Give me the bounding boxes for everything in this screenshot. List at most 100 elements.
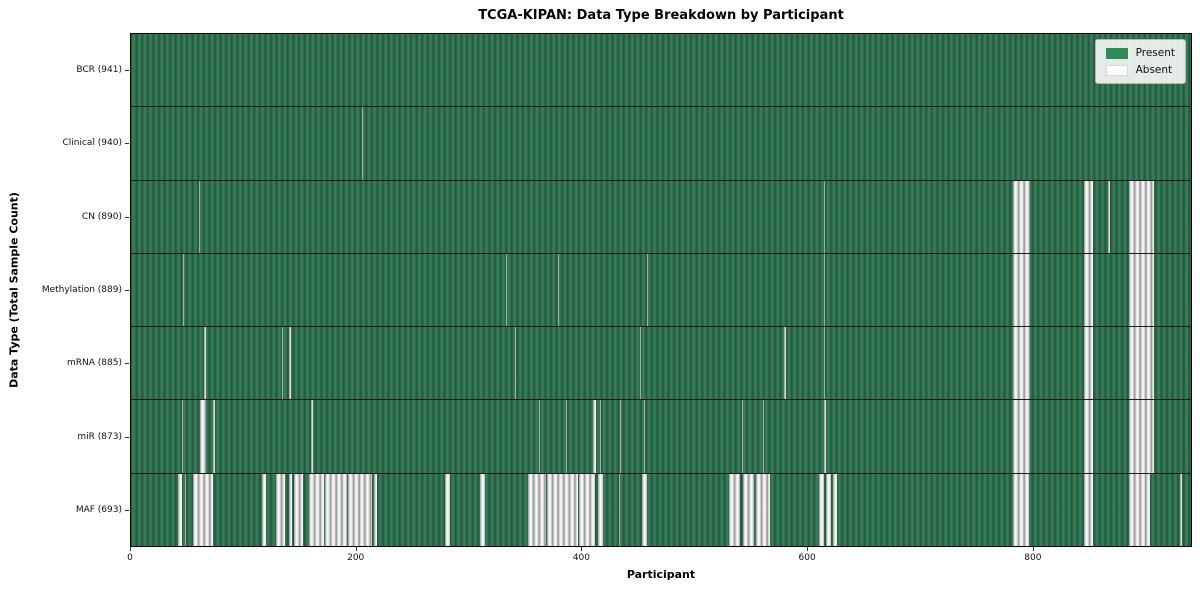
present-swatch-icon bbox=[1105, 47, 1128, 59]
x-tick-mark bbox=[807, 547, 809, 551]
absent-segment bbox=[1083, 253, 1093, 327]
y-tick-label-bcr: BCR (941) bbox=[76, 64, 122, 75]
absent-segment bbox=[819, 473, 824, 546]
x-tick-mark bbox=[355, 547, 357, 551]
absent-segment bbox=[823, 327, 826, 400]
absent-segment bbox=[640, 327, 642, 400]
absent-segment bbox=[445, 473, 450, 546]
absent-segment bbox=[1129, 253, 1154, 327]
x-tick-label-200: 200 bbox=[347, 553, 365, 563]
absent-segment bbox=[823, 400, 827, 473]
legend-item-present: Present bbox=[1105, 47, 1175, 59]
absent-segment bbox=[741, 400, 743, 473]
y-tick-label-methylation: Methylation (889) bbox=[41, 285, 122, 295]
absent-segment bbox=[185, 473, 187, 546]
x-tick-label-0: 0 bbox=[127, 553, 133, 563]
absent-segment bbox=[1013, 180, 1030, 253]
y-tick-mark bbox=[125, 363, 129, 365]
x-axis-label: Participant bbox=[626, 568, 696, 581]
absent-segment bbox=[182, 253, 185, 327]
x-tick-mark bbox=[130, 547, 131, 551]
y-tick-mark bbox=[125, 510, 129, 512]
x-tick-label-400: 400 bbox=[572, 553, 591, 563]
absent-segment bbox=[1013, 473, 1029, 546]
absent-segment bbox=[784, 327, 786, 400]
absent-segment bbox=[192, 473, 214, 546]
absent-segment bbox=[823, 253, 826, 327]
absent-segment bbox=[832, 473, 838, 546]
absent-segment bbox=[742, 473, 754, 546]
absent-segment bbox=[198, 180, 200, 253]
absent-segment bbox=[826, 473, 831, 546]
x-tick-label-600: 600 bbox=[798, 553, 816, 563]
legend-item-absent: Absent bbox=[1105, 64, 1175, 76]
heatmap-row-methylation bbox=[131, 253, 1191, 328]
absent-segment bbox=[181, 400, 183, 473]
absent-segment bbox=[204, 327, 206, 400]
absent-segment bbox=[1083, 327, 1093, 400]
absent-segment bbox=[592, 400, 597, 473]
absent-segment bbox=[599, 400, 601, 473]
heatmap-row-mir bbox=[131, 400, 1191, 474]
y-tick-mark bbox=[125, 436, 129, 438]
absent-segment bbox=[324, 473, 348, 546]
absent-segment bbox=[1179, 473, 1182, 546]
absent-segment bbox=[261, 473, 267, 546]
y-tick-label-cn: CN (890) bbox=[81, 211, 122, 222]
absent-segment bbox=[1129, 327, 1154, 400]
absent-segment bbox=[213, 400, 215, 473]
y-tick-label-maf: MAF (693) bbox=[75, 505, 122, 516]
absent-segment bbox=[565, 400, 568, 473]
absent-segment bbox=[311, 400, 313, 473]
absent-segment bbox=[1083, 180, 1093, 253]
legend-label-absent: Absent bbox=[1135, 64, 1173, 76]
absent-segment bbox=[294, 473, 304, 546]
legend-label-present: Present bbox=[1135, 47, 1175, 59]
y-tick-mark bbox=[125, 143, 129, 145]
absent-segment bbox=[538, 400, 541, 473]
absent-segment bbox=[642, 473, 647, 546]
absent-segment bbox=[619, 400, 622, 473]
heatmap-row-cn bbox=[131, 180, 1191, 254]
absent-segment bbox=[557, 253, 560, 327]
absent-segment bbox=[1129, 400, 1154, 473]
absent-segment bbox=[729, 473, 741, 546]
y-tick-label-mrna: mRNA (885) bbox=[67, 358, 122, 369]
absent-segment bbox=[1013, 253, 1030, 327]
heatmap-row-clinical bbox=[131, 107, 1191, 181]
absent-segment bbox=[281, 327, 284, 400]
absent-segment bbox=[1083, 400, 1093, 473]
y-tick-mark bbox=[125, 290, 129, 291]
absent-segment bbox=[756, 473, 770, 546]
absent-segment bbox=[546, 473, 579, 546]
absent-segment bbox=[618, 473, 621, 546]
absent-segment bbox=[288, 327, 291, 400]
absent-segment bbox=[374, 473, 377, 546]
absent-segment bbox=[527, 473, 546, 546]
y-tick-label-mir: miR (873) bbox=[77, 431, 122, 442]
absent-swatch-icon bbox=[1105, 64, 1128, 76]
x-tick-mark bbox=[581, 547, 583, 551]
y-tick-mark bbox=[125, 216, 129, 218]
x-tick-mark bbox=[1032, 547, 1034, 551]
absent-segment bbox=[762, 400, 765, 473]
absent-segment bbox=[515, 327, 517, 400]
x-tick-label-800: 800 bbox=[1024, 553, 1042, 563]
chart-title: TCGA-KIPAN: Data Type Breakdown by Parti… bbox=[478, 8, 844, 23]
absent-segment bbox=[646, 253, 649, 327]
absent-segment bbox=[598, 473, 603, 546]
legend: Present Absent bbox=[1094, 39, 1186, 84]
absent-segment bbox=[178, 473, 182, 546]
heatmap-row-mrna bbox=[131, 327, 1191, 401]
y-tick-mark bbox=[125, 69, 129, 71]
y-tick-label-clinical: Clinical (940) bbox=[62, 138, 122, 149]
absent-segment bbox=[579, 473, 596, 546]
absent-segment bbox=[823, 180, 826, 253]
absent-segment bbox=[1129, 180, 1154, 253]
y-axis-label: Data Type (Total Sample Count) bbox=[7, 192, 21, 388]
absent-segment bbox=[1107, 180, 1110, 253]
absent-segment bbox=[276, 473, 286, 546]
heatmap-row-maf bbox=[131, 473, 1191, 546]
absent-segment bbox=[1013, 327, 1030, 400]
